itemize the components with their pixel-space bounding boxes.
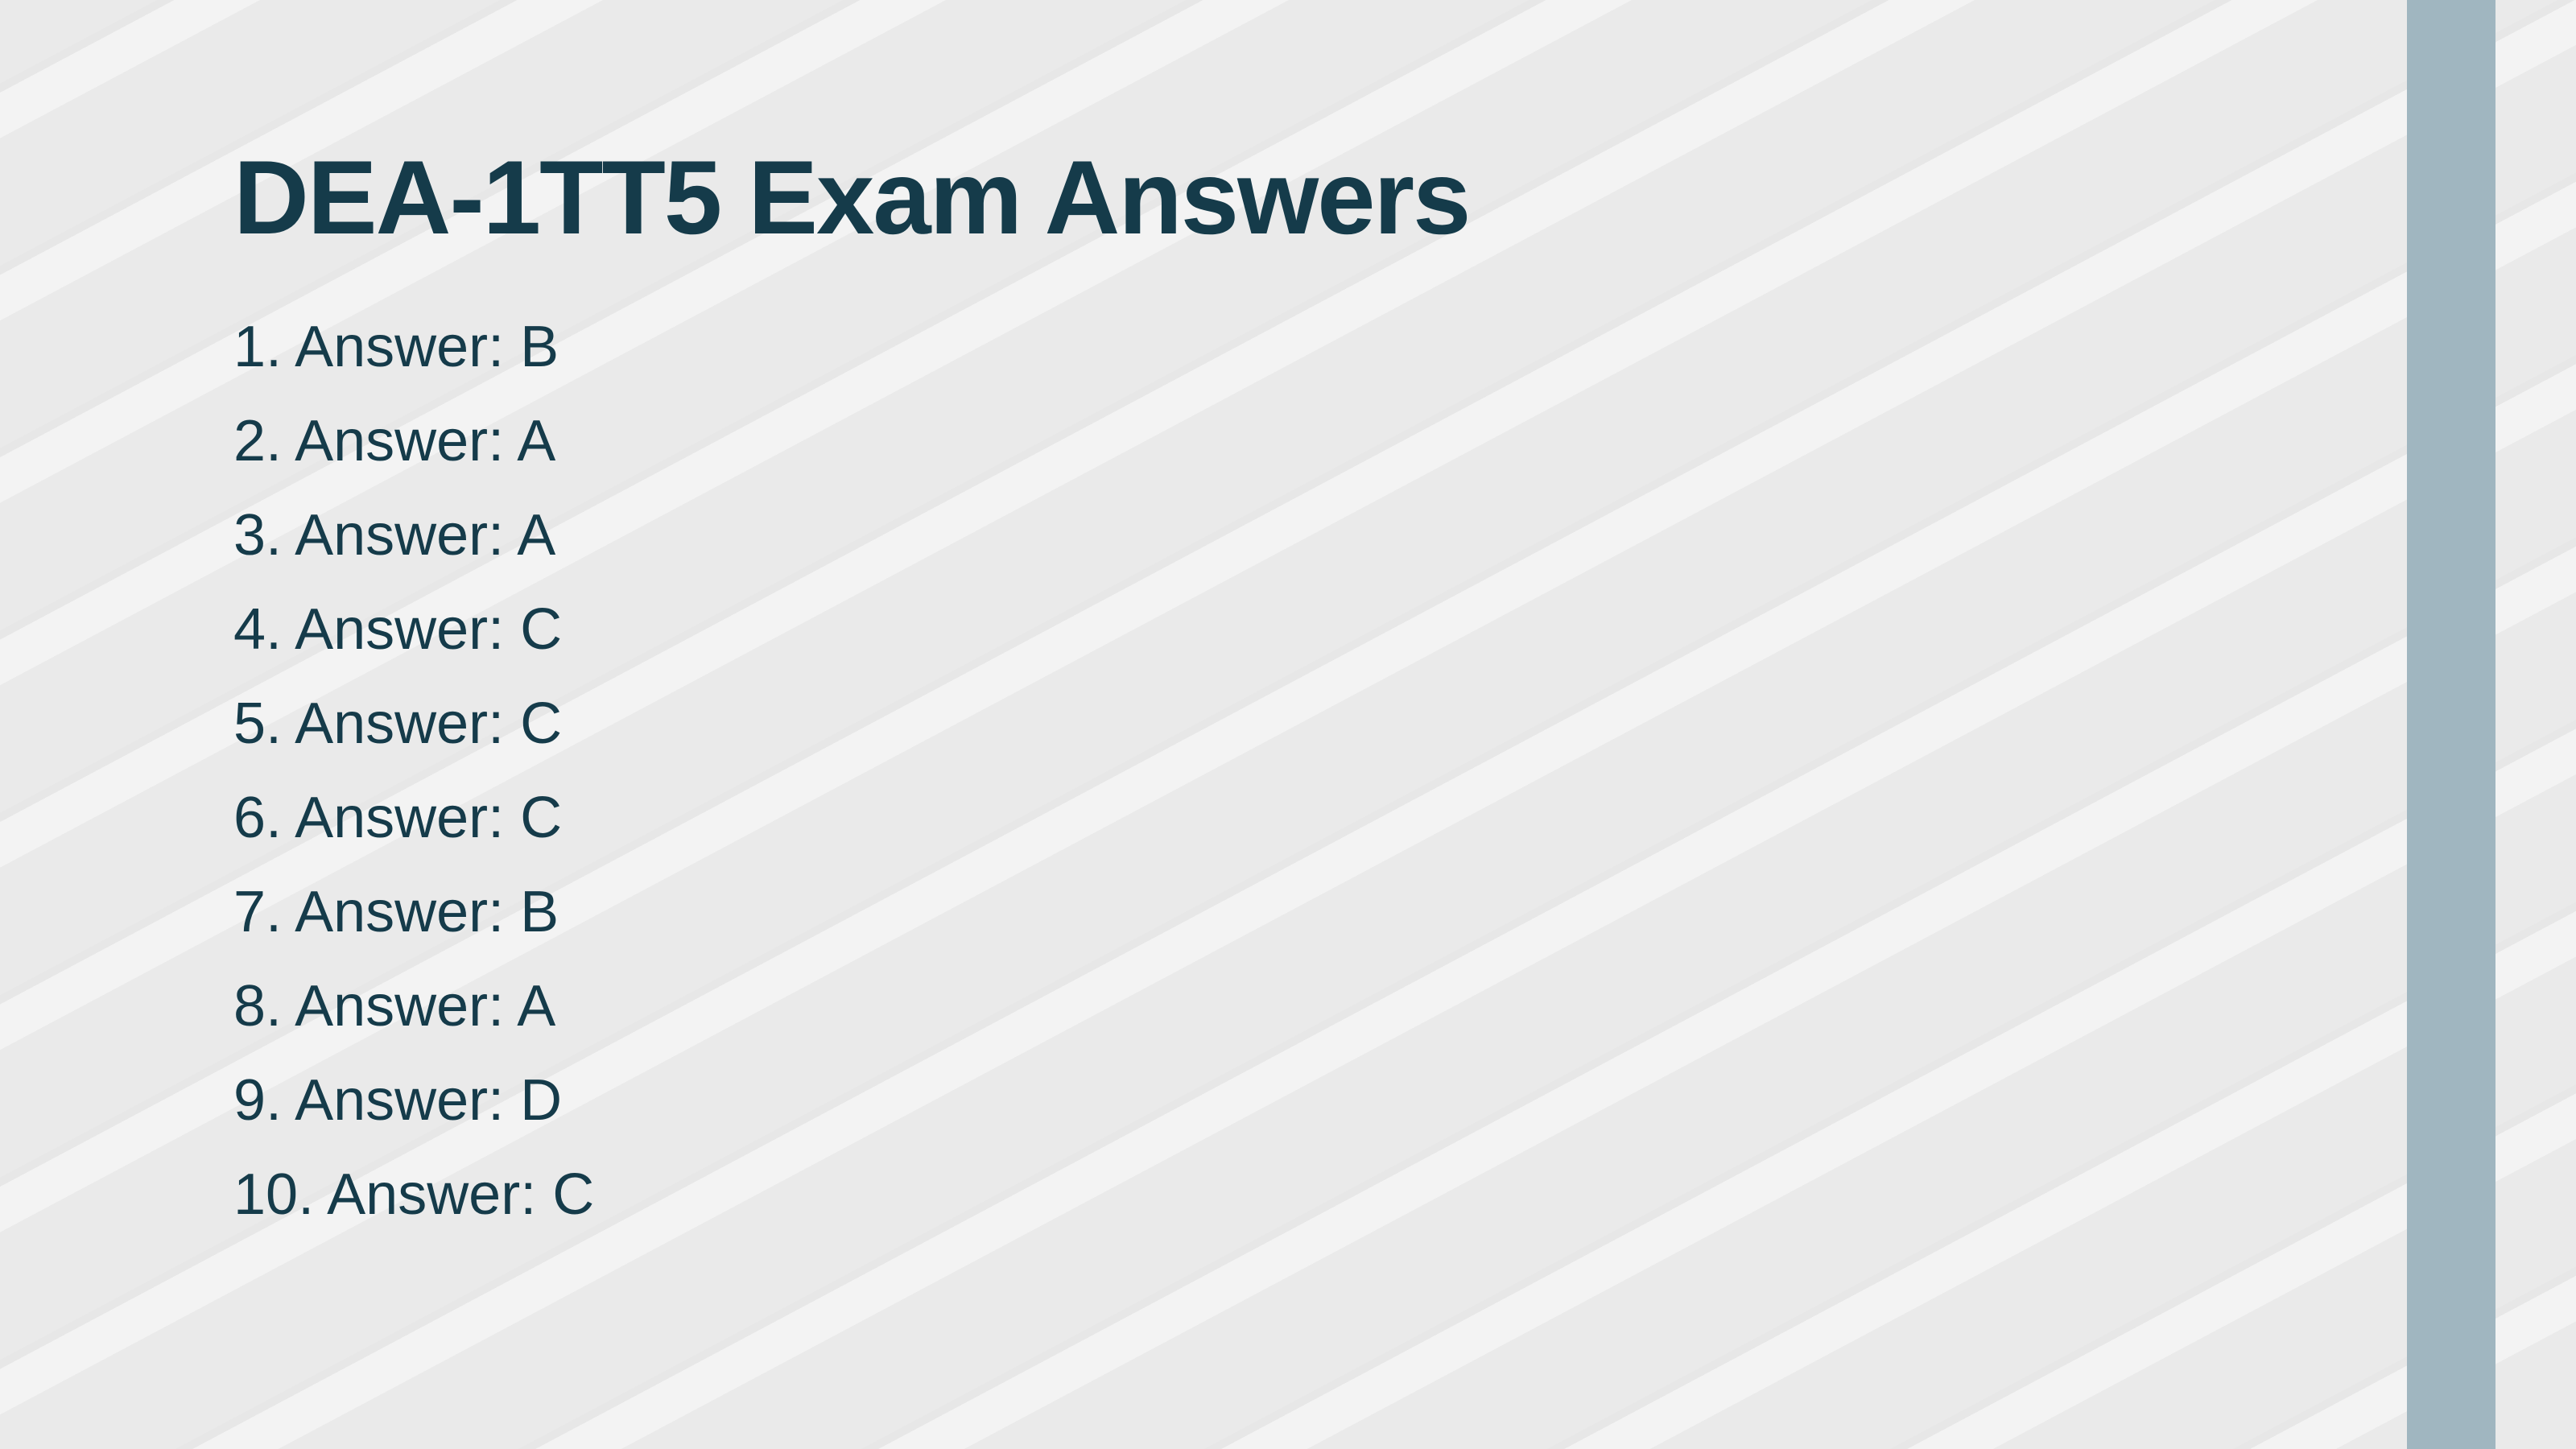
- answer-item: 5. Answer: C: [233, 695, 2576, 753]
- answers-list: 1. Answer: B 2. Answer: A 3. Answer: A 4. A…: [233, 318, 2576, 1224]
- page-title: DEA-1TT5 Exam Answers: [233, 137, 2576, 258]
- answer-item: 8. Answer: A: [233, 977, 2576, 1035]
- answer-item: 7. Answer: B: [233, 883, 2576, 941]
- answer-item: 10. Answer: C: [233, 1166, 2576, 1224]
- answer-item: 3. Answer: A: [233, 506, 2576, 564]
- answer-item: 2. Answer: A: [233, 412, 2576, 470]
- content-container: DEA-1TT5 Exam Answers 1. Answer: B 2. Ans…: [0, 0, 2576, 1224]
- answer-item: 1. Answer: B: [233, 318, 2576, 376]
- answer-item: 4. Answer: C: [233, 601, 2576, 658]
- answer-item: 6. Answer: C: [233, 789, 2576, 847]
- answer-item: 9. Answer: D: [233, 1071, 2576, 1129]
